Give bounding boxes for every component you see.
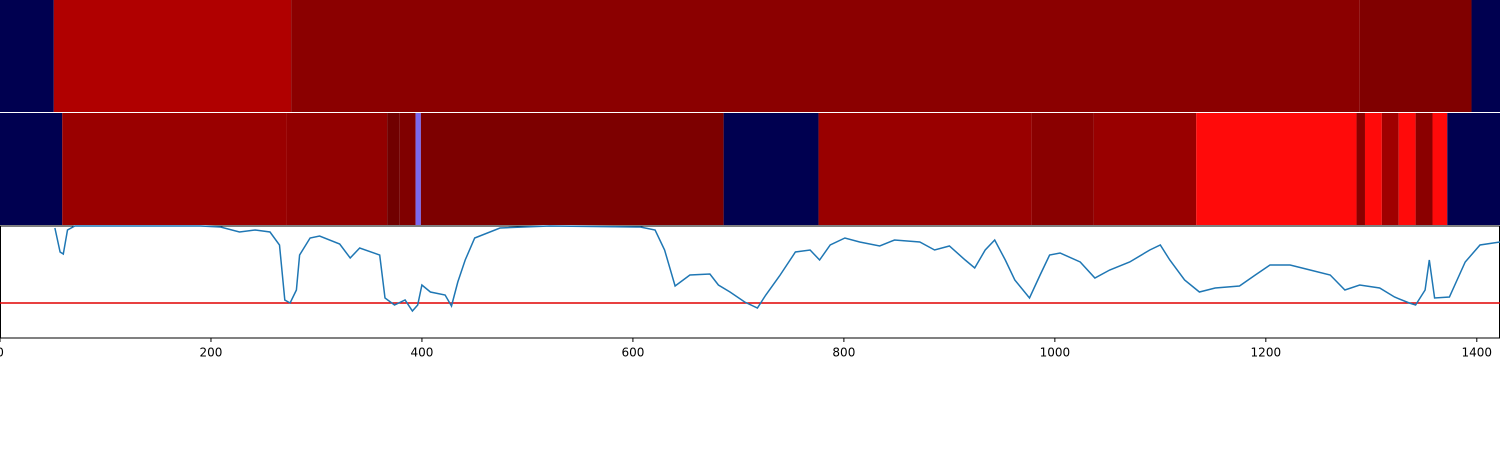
heat-segment <box>1196 113 1357 225</box>
heat-segment <box>1364 113 1382 225</box>
x-tick-label: 800 <box>832 346 855 360</box>
heat-segment <box>1447 113 1500 225</box>
heat-segment <box>0 0 54 112</box>
heat-segment <box>723 113 819 225</box>
heat-segment <box>62 113 287 225</box>
x-tick-label: 1000 <box>1040 346 1071 360</box>
plot-frame <box>0 225 1500 339</box>
heat-segment <box>53 0 292 112</box>
heat-segment <box>387 113 400 225</box>
heat-segment <box>1415 113 1433 225</box>
heat-segment <box>415 113 421 225</box>
heat-segment <box>1432 113 1448 225</box>
heat-segment <box>818 113 1032 225</box>
x-tick-label: 1200 <box>1251 346 1282 360</box>
heat-segment <box>399 113 416 225</box>
heat-segment <box>1031 113 1094 225</box>
heat-segment <box>1359 0 1472 112</box>
heat-segment <box>1356 113 1365 225</box>
heat-segment <box>1471 0 1500 112</box>
x-tick-label: 200 <box>200 346 223 360</box>
heat-segment <box>1381 113 1399 225</box>
x-tick-label: 600 <box>621 346 644 360</box>
x-tick-label: 400 <box>410 346 433 360</box>
x-tick-label: 1400 <box>1462 346 1493 360</box>
heat-segment <box>0 113 63 225</box>
heat-segment <box>1398 113 1416 225</box>
heat-segment <box>1093 113 1197 225</box>
heat-segment <box>420 113 724 225</box>
x-tick-label: 0 <box>0 346 4 360</box>
heat-segment <box>286 113 388 225</box>
data-line <box>54 225 1500 313</box>
heat-segment <box>291 0 1360 112</box>
